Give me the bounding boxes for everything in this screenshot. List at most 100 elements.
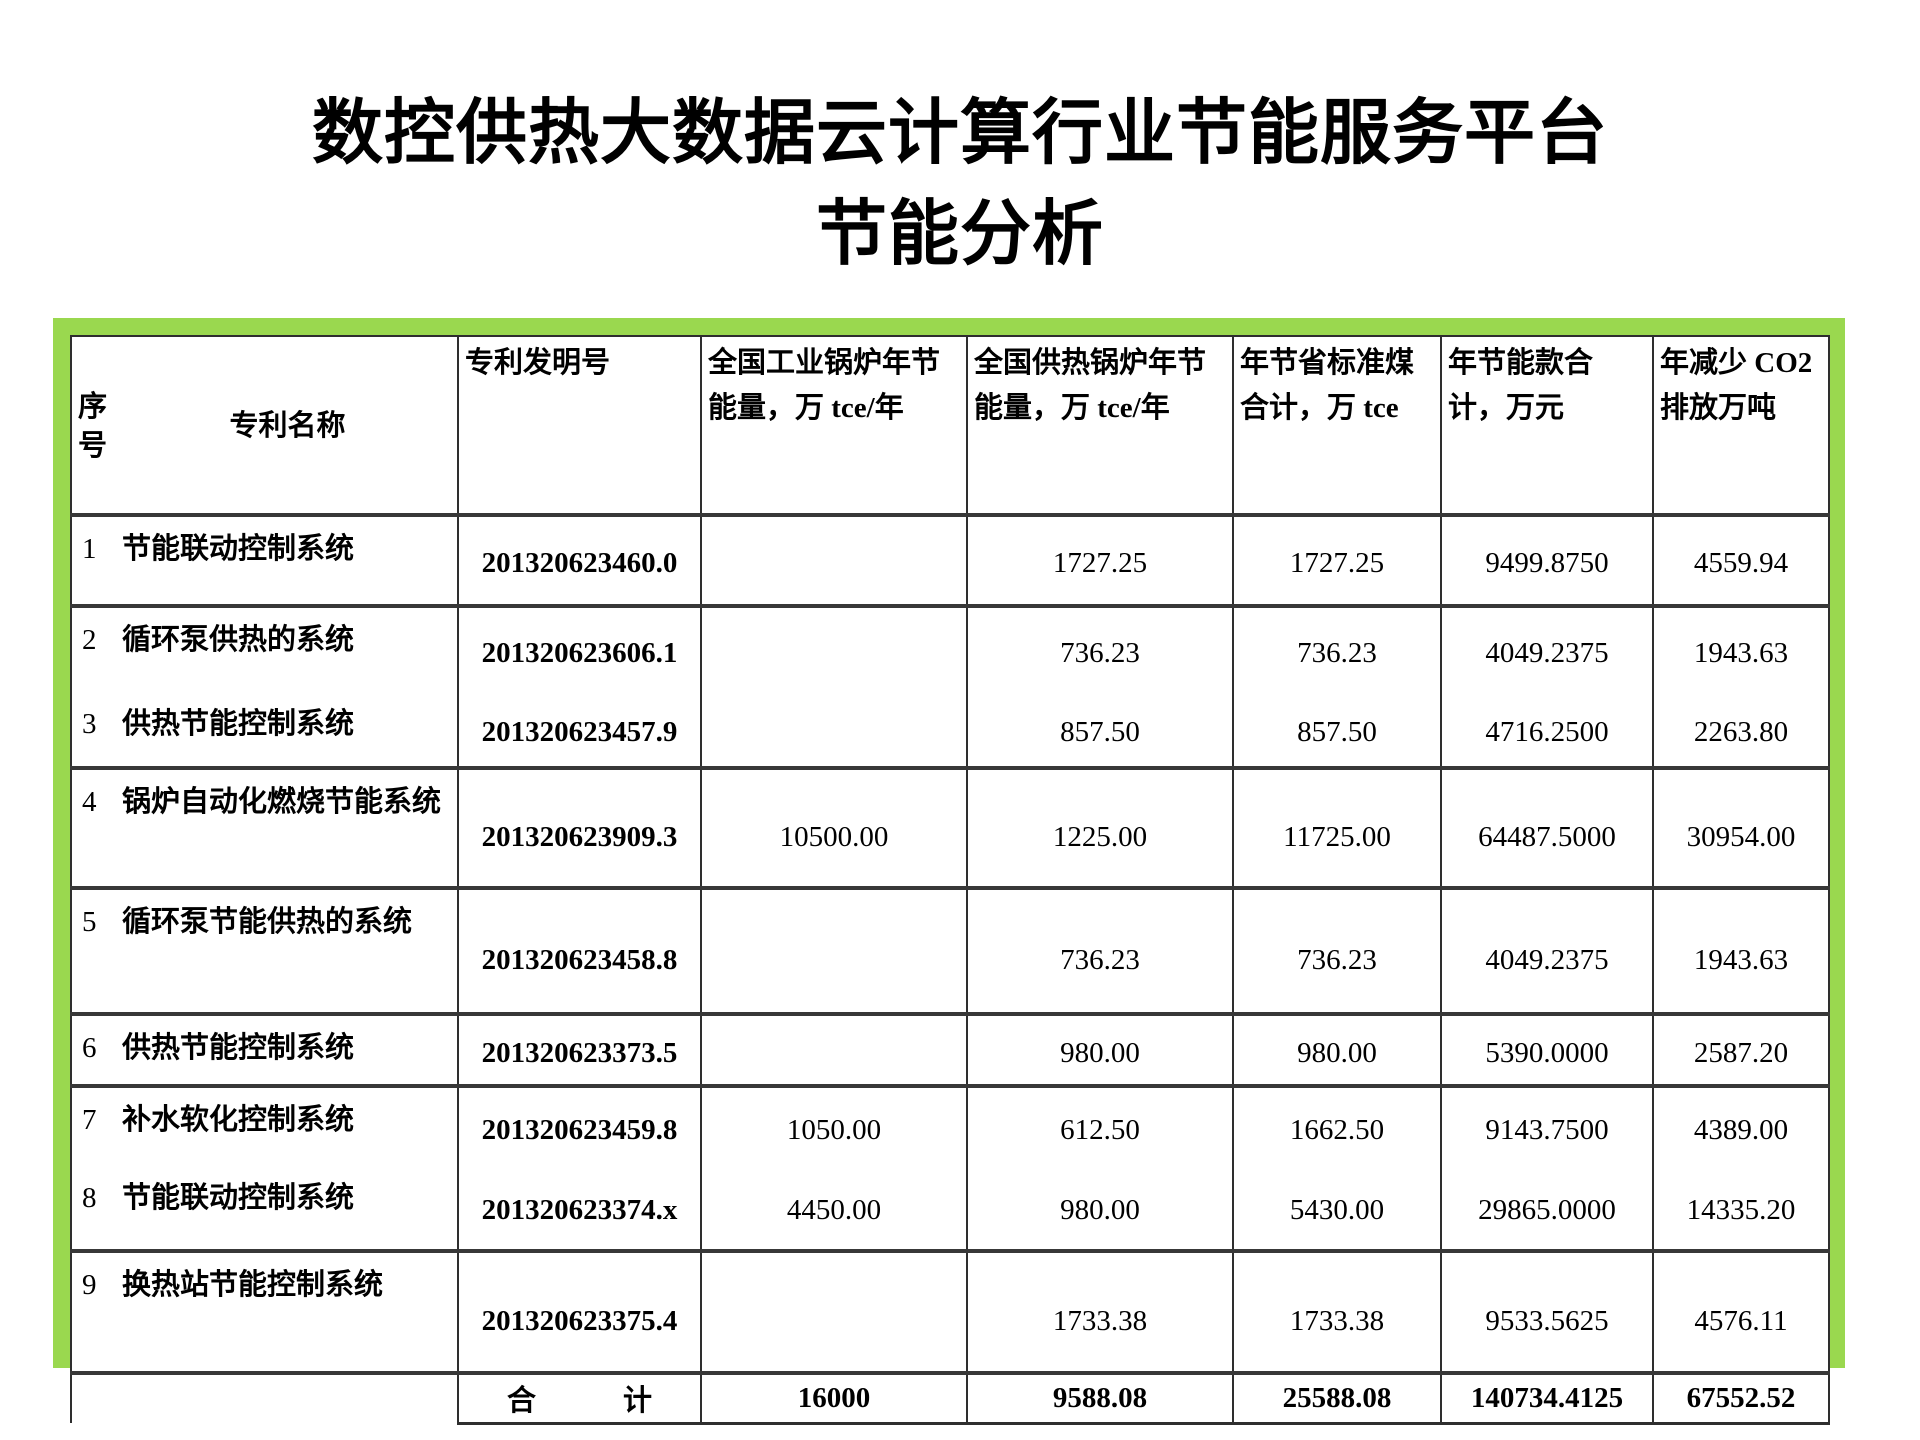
patent-savings-table: 序 号 专利名称 专利发明号 全国工业锅炉年节 能量，万 tce/年 全国供热锅…	[70, 334, 1830, 1425]
cell-industrial	[700, 1251, 968, 1376]
cell-heating: 736.23	[966, 888, 1234, 1017]
cell-heating: 980.00	[966, 1014, 1234, 1089]
cell-row-no: 2	[82, 624, 97, 657]
cell-name-text: 换热站节能控制系统	[122, 1269, 384, 1302]
total-coal: 25588.08	[1232, 1373, 1442, 1425]
cell-coal: 857.50	[1232, 692, 1442, 771]
cell-coal: 1733.38	[1232, 1251, 1442, 1376]
cell-patent-number: 201320623459.8	[457, 1086, 702, 1167]
total-industrial: 16000	[700, 1373, 968, 1425]
cell-row-no: 8	[82, 1182, 97, 1215]
cell-savings: 4049.2375	[1440, 888, 1654, 1017]
cell-heating: 1727.25	[966, 515, 1234, 609]
cell-savings: 4049.2375	[1440, 606, 1654, 693]
cell-name-text: 节能联动控制系统	[122, 1182, 355, 1215]
cell-patent-number: 201320623374.x	[457, 1166, 702, 1254]
cell-co2: 4389.00	[1652, 1086, 1830, 1167]
cell-row-no: 3	[82, 708, 97, 741]
cell-co2: 2587.20	[1652, 1014, 1830, 1089]
cell-name-text: 供热节能控制系统	[122, 1032, 355, 1065]
slide-title: 数控供热大数据云计算行业节能服务平台 节能分析	[0, 84, 1920, 286]
table-total-row: 合 计 16000 9588.08 25588.08 140734.4125 6…	[70, 1373, 1830, 1425]
header-standard-coal: 年节省标准煤 合计，万 tce	[1232, 334, 1442, 518]
table-row: 3 供热节能控制系统 201320623457.9 857.50 857.50 4…	[70, 692, 1830, 771]
cell-heating: 1225.00	[966, 768, 1234, 891]
cell-industrial: 10500.00	[700, 768, 968, 891]
header-savings: 年节能款合 计，万元	[1440, 334, 1654, 518]
cell-industrial	[700, 888, 968, 1017]
table-row: 5 循环泵节能供热的系统 201320623458.8 736.23 736.23…	[70, 888, 1830, 1017]
total-heating: 9588.08	[966, 1373, 1234, 1425]
cell-savings: 9533.5625	[1440, 1251, 1654, 1376]
cell-industrial: 1050.00	[700, 1086, 968, 1167]
cell-patent-name: 3 供热节能控制系统	[70, 692, 459, 771]
cell-patent-number: 201320623460.0	[457, 515, 702, 609]
cell-savings: 64487.5000	[1440, 768, 1654, 891]
cell-coal: 5430.00	[1232, 1166, 1442, 1254]
cell-coal: 980.00	[1232, 1014, 1442, 1089]
cell-heating: 612.50	[966, 1086, 1234, 1167]
cell-patent-name: 7 补水软化控制系统	[70, 1086, 459, 1167]
cell-industrial	[700, 606, 968, 693]
cell-patent-name: 6 供热节能控制系统	[70, 1014, 459, 1089]
cell-row-no: 6	[82, 1032, 97, 1065]
table-row: 4 锅炉自动化燃烧节能系统 201320623909.3 10500.00 122…	[70, 768, 1830, 891]
table-header-row: 序 号 专利名称 专利发明号 全国工业锅炉年节 能量，万 tce/年 全国供热锅…	[70, 334, 1830, 518]
cell-savings: 29865.0000	[1440, 1166, 1654, 1254]
cell-heating: 736.23	[966, 606, 1234, 693]
cell-patent-name: 5 循环泵节能供热的系统	[70, 888, 459, 1017]
cell-name-text: 循环泵节能供热的系统	[122, 906, 413, 939]
total-co2: 67552.52	[1652, 1373, 1830, 1425]
table-row: 8 节能联动控制系统 201320623374.x 4450.00 980.00 …	[70, 1166, 1830, 1254]
cell-patent-number: 201320623373.5	[457, 1014, 702, 1089]
cell-name-text: 补水软化控制系统	[122, 1104, 355, 1137]
cell-heating: 857.50	[966, 692, 1234, 771]
cell-name-text: 锅炉自动化燃烧节能系统	[122, 786, 442, 819]
cell-patent-name: 8 节能联动控制系统	[70, 1166, 459, 1254]
cell-patent-name: 9 换热站节能控制系统	[70, 1251, 459, 1376]
cell-coal: 736.23	[1232, 606, 1442, 693]
cell-row-no: 5	[82, 906, 97, 939]
header-patent-name: 专利名称	[229, 409, 346, 442]
cell-savings: 9143.7500	[1440, 1086, 1654, 1167]
total-savings: 140734.4125	[1440, 1373, 1654, 1425]
total-label: 合 计	[457, 1373, 702, 1425]
cell-coal: 736.23	[1232, 888, 1442, 1017]
cell-patent-number: 201320623375.4	[457, 1251, 702, 1376]
cell-row-no: 1	[82, 533, 97, 566]
cell-co2: 2263.80	[1652, 692, 1830, 771]
cell-coal: 1662.50	[1232, 1086, 1442, 1167]
header-patent-number: 专利发明号	[457, 334, 702, 518]
header-seq: 序 号	[78, 390, 108, 463]
cell-savings: 9499.8750	[1440, 515, 1654, 609]
cell-coal: 11725.00	[1232, 768, 1442, 891]
cell-row-no: 9	[82, 1269, 97, 1302]
cell-patent-name: 4 锅炉自动化燃烧节能系统	[70, 768, 459, 891]
cell-patent-name: 2 循环泵供热的系统	[70, 606, 459, 693]
cell-row-no: 7	[82, 1104, 97, 1137]
table-row: 6 供热节能控制系统 201320623373.5 980.00 980.00 5…	[70, 1014, 1830, 1089]
cell-coal: 1727.25	[1232, 515, 1442, 609]
cell-patent-number: 201320623458.8	[457, 888, 702, 1017]
cell-co2: 4559.94	[1652, 515, 1830, 609]
cell-name-text: 节能联动控制系统	[122, 533, 355, 566]
cell-patent-number: 201320623457.9	[457, 692, 702, 771]
cell-industrial	[700, 515, 968, 609]
cell-co2: 4576.11	[1652, 1251, 1830, 1376]
cell-co2: 1943.63	[1652, 606, 1830, 693]
table-row: 7 补水软化控制系统 201320623459.8 1050.00 612.50 …	[70, 1086, 1830, 1167]
cell-patent-number: 201320623606.1	[457, 606, 702, 693]
cell-industrial	[700, 692, 968, 771]
header-seq-and-name: 序 号 专利名称	[70, 334, 459, 518]
header-heating-boiler: 全国供热锅炉年节 能量，万 tce/年	[966, 334, 1234, 518]
cell-savings: 5390.0000	[1440, 1014, 1654, 1089]
cell-patent-name: 1 节能联动控制系统	[70, 515, 459, 609]
total-spacer-cell	[70, 1373, 459, 1424]
cell-industrial: 4450.00	[700, 1166, 968, 1254]
cell-co2: 30954.00	[1652, 768, 1830, 891]
table-row: 1 节能联动控制系统 201320623460.0 1727.25 1727.25…	[70, 515, 1830, 609]
slide-title-line2: 节能分析	[815, 195, 1104, 274]
table-row: 9 换热站节能控制系统 201320623375.4 1733.38 1733.3…	[70, 1251, 1830, 1376]
cell-heating: 1733.38	[966, 1251, 1234, 1376]
cell-co2: 1943.63	[1652, 888, 1830, 1017]
